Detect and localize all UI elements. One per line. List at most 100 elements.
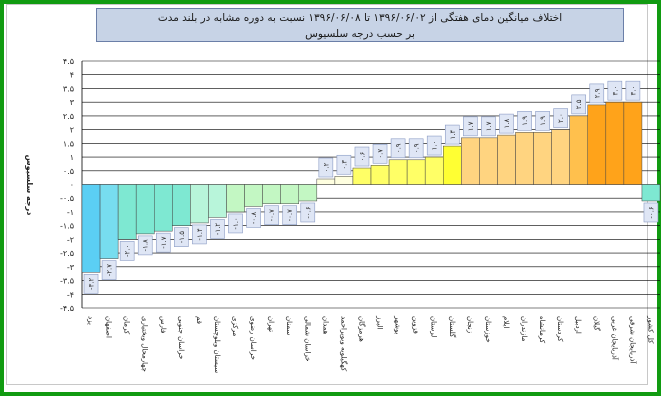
bar [569,115,588,185]
data-label: -۱.۸ [142,239,150,252]
x-tick-label: خراسان رضوی [249,316,257,360]
bar [172,184,191,226]
bar [623,101,643,185]
bar [334,176,354,185]
data-label: -۱.۵ [178,231,186,244]
bar [190,184,209,224]
data-label: -۲.۷ [106,264,114,277]
data-label-box [318,157,334,178]
y-tick-label: -۴ [67,290,74,299]
data-label-box [390,138,406,159]
data-label: ۲.۰ [557,113,565,123]
data-label: ۱.۷ [485,121,493,131]
x-tick-label: کردستان [556,316,564,342]
data-label: ۲.۹ [593,88,601,98]
bar [641,184,661,202]
data-label: ۱.۷ [467,121,475,131]
y-tick-label: ۰.۵ [63,167,74,176]
data-label: -۱.۲ [214,223,222,236]
x-tick-label: تهران [267,316,275,332]
data-label: ۱.۸ [503,118,511,128]
data-label: ۱.۴ [449,129,457,139]
data-label-box [372,143,388,164]
data-label-box [246,208,261,228]
bar [605,101,625,185]
data-label-box [643,202,659,223]
y-tick-label: -۳ [67,263,75,272]
data-label: ۳.۰ [611,86,619,96]
y-tick-label: ۲.۵ [63,112,74,121]
data-label-box [228,213,243,234]
y-tick-label: -۰.۵ [60,194,74,203]
x-tick-label: هرمزگان [357,316,366,342]
bar [99,184,119,259]
x-tick-label: یزد [87,316,95,325]
data-label-box [119,241,135,261]
x-tick-label: اردبیل [574,316,582,334]
x-tick-label: فارس [159,316,167,333]
y-tick-label: ۱ [70,153,74,162]
x-tick-label: خراسان جنوبی [177,316,185,359]
data-label: -۰.۸ [250,212,258,225]
data-label-box [444,124,460,145]
chart-title-line2: بر حسب درجه سلسیوس [305,28,415,40]
y-tick-label: -۲.۵ [60,249,74,258]
data-label-box [264,205,279,226]
x-tick-label: خراسان شمالی [303,316,311,362]
y-tick-label: -۱.۵ [60,222,74,231]
bar [370,165,390,185]
data-label: -۰.۶ [304,206,312,219]
bar [135,184,155,235]
bar [352,167,372,185]
x-tick-label: قم [195,316,203,324]
bar [587,104,607,185]
bar [533,132,552,185]
bar [280,184,299,204]
bar [208,184,227,218]
data-label-box [571,94,587,115]
data-label-box [589,83,605,104]
x-tick-label: کهگیلویه وبویراحمد [339,316,348,372]
x-tick-label: قزوین [412,316,420,334]
data-label-box [408,138,424,159]
data-label-box [463,116,478,137]
bar [461,137,480,185]
data-label-box [101,260,117,280]
data-label: ۱.۹ [539,116,547,126]
data-label-box [517,111,532,131]
data-label-box [499,113,514,134]
bar [551,129,570,185]
x-tick-label: خوزستان [484,316,492,343]
bar [316,178,336,185]
bar [388,159,408,185]
y-tick-label: -۴.۵ [60,304,74,313]
data-label: -۲.۰ [124,245,132,257]
x-tick-label: چهارمحال وبختیاری [141,316,149,372]
bar [154,184,173,232]
data-label: -۱.۷ [160,236,168,249]
data-label-box [174,227,189,247]
data-label-box [426,135,442,156]
bar [81,184,101,273]
x-tick-label: آذربایجان غربی [610,316,619,361]
x-tick-label: مرکزی [231,316,239,337]
data-label-box [300,202,316,223]
y-tick-label: -۳.۵ [60,277,74,286]
data-label: ۰.۲ [322,162,330,172]
data-label-box [282,205,298,226]
x-tick-label: کرمانشاه [538,316,546,344]
x-tick-label: لرستان [430,316,438,337]
data-label: ۰.۷ [377,149,385,159]
data-label-box [155,232,171,253]
bar [262,184,281,204]
data-label-box [354,146,370,167]
x-tick-label: کرمان [123,316,131,335]
x-tick-label: البرز [376,315,384,329]
bar [515,132,534,185]
y-axis-label: درجه سلسیوس [24,155,34,216]
data-label-box [137,235,153,256]
y-tick-label: -۲ [67,235,74,244]
data-label: -۳.۲ [88,277,96,290]
y-tick-label: ۴ [70,71,74,80]
